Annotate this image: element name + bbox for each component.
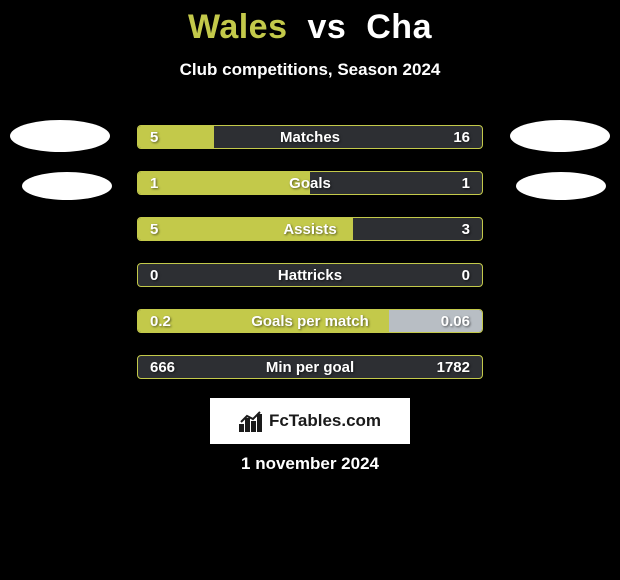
footer-date: 1 november 2024: [0, 454, 620, 474]
title-right: Cha: [366, 8, 432, 46]
brand-logo-icon: [239, 410, 263, 432]
page-title: Wales vs Cha: [0, 8, 620, 47]
bar-value-right: 0.06: [441, 310, 470, 332]
bar-label: Assists: [138, 218, 482, 240]
brand-text: FcTables.com: [269, 411, 381, 431]
comparison-bars: 5Matches16 1Goals1 5Assists3 0Hattricks0 0.2…: [137, 125, 483, 401]
stat-bar: 1Goals1: [137, 171, 483, 195]
bar-label: Matches: [138, 126, 482, 148]
avatar-left-2: [22, 172, 112, 200]
stat-bar: 666Min per goal1782: [137, 355, 483, 379]
title-left: Wales: [188, 8, 288, 46]
stat-bar: 0Hattricks0: [137, 263, 483, 287]
stat-bar: 5Matches16: [137, 125, 483, 149]
bar-label: Goals per match: [138, 310, 482, 332]
bar-value-right: 1: [462, 172, 470, 194]
bar-value-right: 0: [462, 264, 470, 286]
stat-bar: 5Assists3: [137, 217, 483, 241]
avatar-right-2: [516, 172, 606, 200]
brand-badge[interactable]: FcTables.com: [210, 398, 410, 444]
avatar-left-1: [10, 120, 110, 152]
bar-value-right: 1782: [437, 356, 470, 378]
bar-value-right: 3: [462, 218, 470, 240]
bar-label: Hattricks: [138, 264, 482, 286]
subtitle: Club competitions, Season 2024: [0, 60, 620, 80]
avatar-right-1: [510, 120, 610, 152]
title-vs: vs: [307, 8, 346, 46]
bar-label: Min per goal: [138, 356, 482, 378]
bar-value-right: 16: [453, 126, 470, 148]
bar-label: Goals: [138, 172, 482, 194]
stat-bar: 0.2Goals per match0.06: [137, 309, 483, 333]
